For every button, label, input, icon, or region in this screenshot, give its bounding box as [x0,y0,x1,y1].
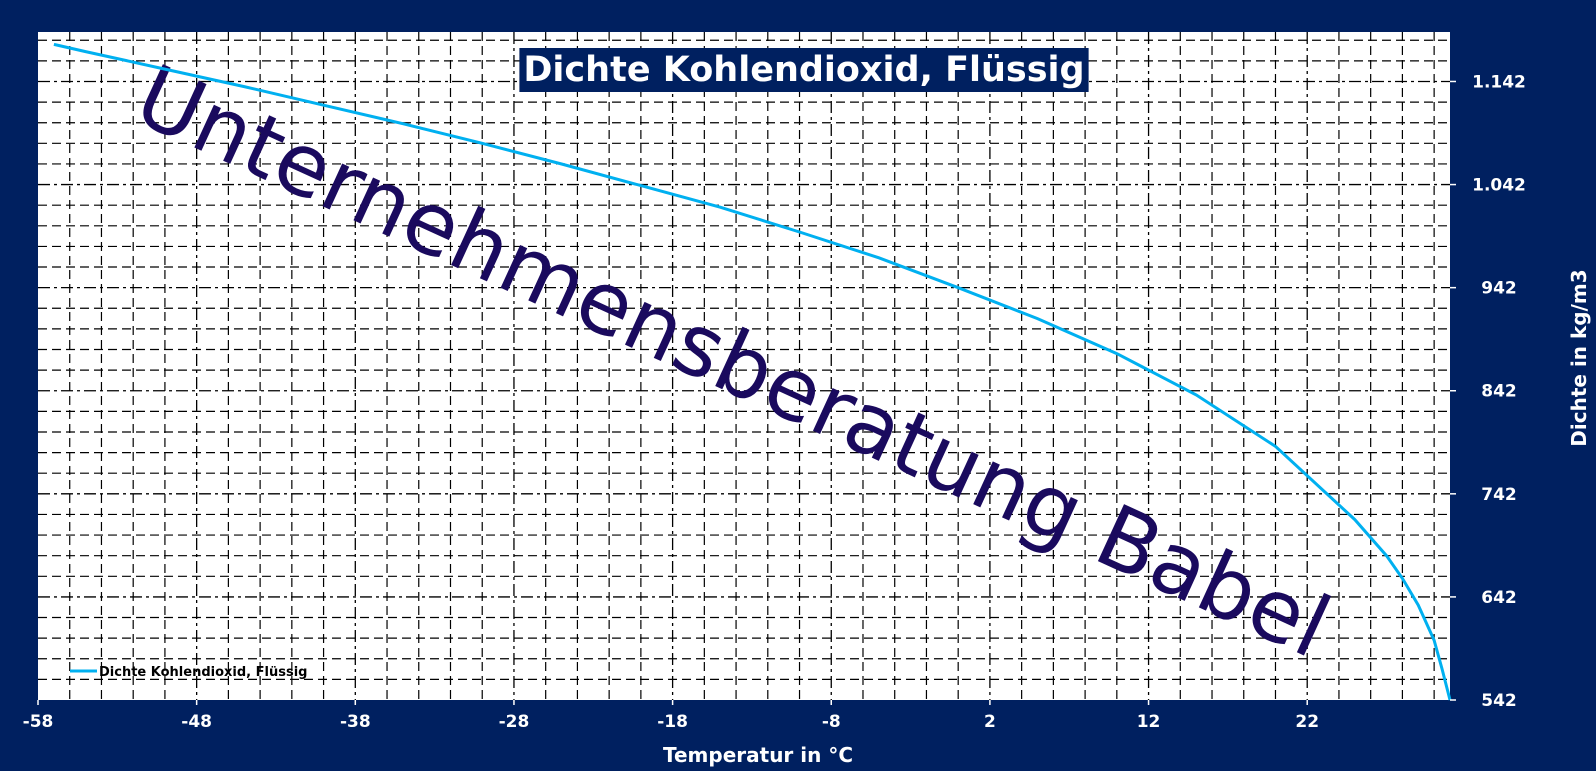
y-tick-label: 742 [1481,485,1517,505]
series-line [53,42,1452,701]
legend: Dichte Kohlendioxid, Flüssig [70,665,307,680]
y-axis-title: Dichte in kg/m3 [1567,269,1591,446]
chart-title-background [519,48,1089,92]
x-tick-label: 12 [1137,712,1161,732]
y-tick-label: 542 [1481,691,1517,711]
x-tick-label: -38 [340,712,371,732]
x-tick-label: -8 [822,712,841,732]
y-tick-label: 942 [1481,279,1517,299]
chart-title-text: Dichte Kohlendioxid, Flüssig [523,50,1084,90]
minor-grid [38,32,1450,700]
x-tick-label: 2 [984,712,996,732]
x-tick-label: -48 [181,712,212,732]
y-tick-label: 642 [1481,588,1517,608]
x-tick-label: 22 [1295,712,1319,732]
x-tick-label: -18 [657,712,688,732]
x-axis-ticks: -58 -48 -38 -28 -18 -8 2 12 22 [23,700,1319,732]
y-tick-label: 1.142 [1472,72,1526,92]
y-tick-label: 842 [1481,382,1517,402]
x-tick-label: -28 [499,712,530,732]
chart-title: Dichte Kohlendioxid, Flüssig [519,48,1089,92]
y-tick-label: 1.042 [1472,176,1526,196]
y-axis-ticks: 542 642 742 842 942 1.042 1.142 [1450,72,1526,711]
legend-label: Dichte Kohlendioxid, Flüssig [99,665,307,680]
major-grid [38,32,1450,700]
x-tick-label: -58 [23,712,54,732]
x-axis-title: Temperatur in °C [663,743,853,767]
